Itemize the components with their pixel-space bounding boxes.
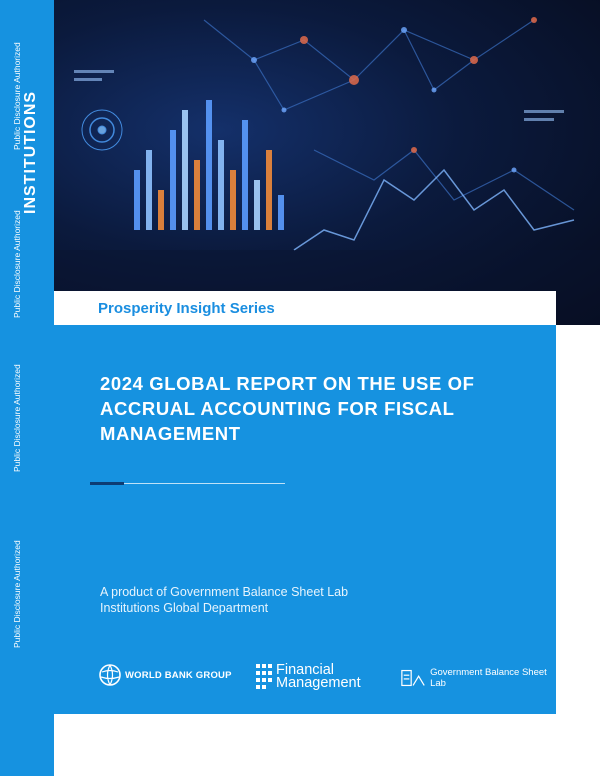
fm-line-1: Financial — [276, 662, 335, 678]
disclosure-label: Public Disclosure Authorized — [12, 210, 22, 318]
disclosure-label: Public Disclosure Authorized — [12, 540, 22, 648]
hero-image — [54, 0, 600, 325]
disclosure-label: Public Disclosure Authorized — [12, 42, 22, 150]
balance-sheet-icon — [401, 669, 425, 687]
financial-management-logo-text: Financial Management — [276, 662, 361, 691]
globe-icon — [99, 664, 121, 686]
byline-line-2: Institutions Global Department — [100, 601, 269, 615]
divider-accent — [90, 482, 124, 485]
spine-title: INSTITUTIONS — [22, 90, 39, 214]
world-bank-logo-text: WORLD BANK GROUP — [125, 669, 232, 681]
financial-management-logo: Financial Management — [256, 662, 361, 691]
hero-graphic — [54, 17, 600, 325]
report-title: 2024 GLOBAL REPORT ON THE USE OF ACCRUAL… — [100, 373, 475, 444]
series-label: Prosperity Insight Series — [98, 300, 275, 317]
disclosure-label: Public Disclosure Authorized — [12, 364, 22, 472]
divider — [90, 483, 285, 484]
spine: Public Disclosure Authorized Public Disc… — [0, 0, 54, 776]
gbsl-logo-text: Government Balance Sheet Lab — [430, 667, 547, 689]
byline: A product of Government Balance Sheet La… — [100, 584, 348, 616]
byline-line-1: A product of Government Balance Sheet La… — [100, 585, 349, 599]
gbsl-logo: Government Balance Sheet Lab — [400, 667, 556, 689]
cover-panel: 2024 GLOBAL REPORT ON THE USE OF ACCRUAL… — [54, 325, 556, 714]
fm-line-2: Management — [276, 675, 361, 691]
world-bank-logo: WORLD BANK GROUP — [98, 663, 232, 687]
grid-icon — [256, 664, 272, 689]
series-band: Prosperity Insight Series — [54, 291, 556, 325]
